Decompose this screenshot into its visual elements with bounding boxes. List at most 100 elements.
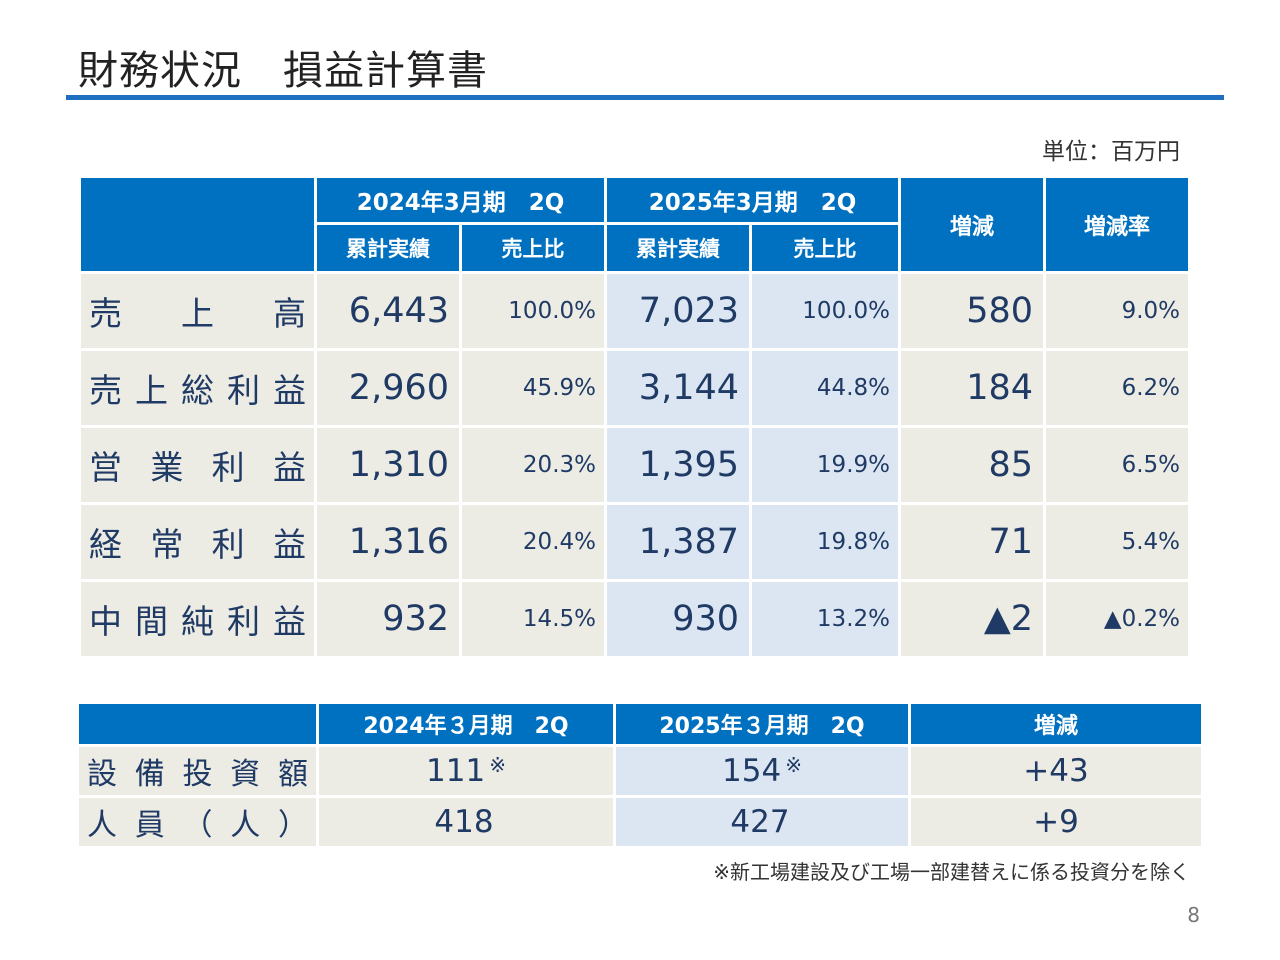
row-label-char: 人 <box>230 808 261 843</box>
prev-cumulative-value: 1,316 <box>317 505 459 579</box>
curr-cumulative-value: 930 <box>607 582 749 656</box>
row-label: 経常利益 <box>81 505 314 579</box>
change-value: 71 <box>901 505 1043 579</box>
prev-value: 418 <box>434 804 494 840</box>
curr-cumulative-value: 1,387 <box>607 505 749 579</box>
row-label-char: 益 <box>272 448 306 487</box>
row-label-char: 総 <box>181 371 214 410</box>
curr-value: 154 <box>722 753 782 789</box>
header-change-rate: 増減率 <box>1046 178 1188 271</box>
prev-sales-ratio: 14.5% <box>462 582 604 656</box>
change-value: 580 <box>901 274 1043 348</box>
prev-cumulative-value: 6,443 <box>317 274 459 348</box>
prev-cumulative-value: 1,310 <box>317 428 459 502</box>
curr-value-cell: 154 ※ <box>616 747 908 795</box>
change-rate-value: 5.4% <box>1046 505 1188 579</box>
income-statement-table: 2024年3月期 2Q 2025年3月期 2Q 増減 増減率 累計実績 売上比 … <box>78 175 1191 659</box>
sub-header-prev-period: 2024年３月期 2Q <box>319 704 613 744</box>
row-label-cell: 中間純利益 <box>81 582 314 656</box>
row-label-char: 純 <box>181 602 214 641</box>
row-label-char: 中 <box>89 602 122 641</box>
change-rate-value: 6.2% <box>1046 351 1188 425</box>
row-label-char: 額 <box>278 757 308 792</box>
change-value: ▲2 <box>901 582 1043 656</box>
prev-value: 111 <box>426 753 486 789</box>
sub-header-blank-cell <box>79 704 316 744</box>
row-label-char: 上 <box>181 294 214 333</box>
row-label: 設備投資額 <box>79 747 316 795</box>
header-curr-ratio: 売上比 <box>752 225 898 271</box>
prev-value-cell: 418 <box>319 798 613 846</box>
note-mark: ※ <box>785 753 802 777</box>
sub-header-curr-period: 2025年３月期 2Q <box>616 704 908 744</box>
curr-sales-ratio: 44.8% <box>752 351 898 425</box>
row-label-cell: 人員（人） <box>79 798 316 846</box>
row-label-char: （ <box>182 808 213 843</box>
curr-cumulative-value: 3,144 <box>607 351 749 425</box>
row-label-char: 益 <box>272 525 306 564</box>
header-blank-cell <box>81 178 314 271</box>
header-prev-period: 2024年3月期 2Q <box>317 178 604 222</box>
change-value: +43 <box>911 747 1201 795</box>
row-label-char: 営 <box>89 448 122 487</box>
change-rate-value: ▲0.2% <box>1046 582 1188 656</box>
prev-cumulative-value: 932 <box>317 582 459 656</box>
row-label-char: 利 <box>227 602 260 641</box>
row-label-char: 員 <box>134 808 165 843</box>
row-label-char: 投 <box>182 757 213 792</box>
row-label-char: 益 <box>273 371 306 410</box>
row-label-cell: 設備投資額 <box>79 747 316 795</box>
prev-value-cell: 111 ※ <box>319 747 613 795</box>
row-label-char: 利 <box>227 371 260 410</box>
note-mark: ※ <box>489 753 506 777</box>
row-label-char: 備 <box>134 757 165 792</box>
row-label-char: 常 <box>150 525 184 564</box>
curr-cumulative-value: 1,395 <box>607 428 749 502</box>
table-row: 中間純利益 932 14.5% 930 13.2% ▲2 ▲0.2% <box>81 582 1188 656</box>
page-title: 財務状況 損益計算書 <box>78 48 488 94</box>
header-prev-ratio: 売上比 <box>462 225 604 271</box>
row-label-cell: 売上高 <box>81 274 314 348</box>
row-label-cell: 営業利益 <box>81 428 314 502</box>
change-rate-value: 9.0% <box>1046 274 1188 348</box>
table-row: 営業利益 1,310 20.3% 1,395 19.9% 85 6.5% <box>81 428 1188 502</box>
table-row: 設備投資額 111 ※ 154 ※ +43 <box>79 747 1201 795</box>
row-label: 中間純利益 <box>81 582 314 656</box>
prev-sales-ratio: 100.0% <box>462 274 604 348</box>
table-row: 人員（人） 418 427 +9 <box>79 798 1201 846</box>
row-label-char: 売 <box>89 371 122 410</box>
page-number: 8 <box>1187 903 1200 927</box>
prev-sales-ratio: 20.4% <box>462 505 604 579</box>
change-value: 184 <box>901 351 1043 425</box>
change-value: +9 <box>911 798 1201 846</box>
title-underline <box>66 95 1224 100</box>
row-label-cell: 売上総利益 <box>81 351 314 425</box>
footnote: ※新工場建設及び工場一部建替えに係る投資分を除く <box>713 860 1190 884</box>
curr-sales-ratio: 100.0% <box>752 274 898 348</box>
header-curr-period: 2025年3月期 2Q <box>607 178 898 222</box>
unit-label: 単位：百万円 <box>1042 139 1180 165</box>
row-label-char: 経 <box>89 525 122 564</box>
curr-value: 427 <box>730 804 790 840</box>
row-label-cell: 経常利益 <box>81 505 314 579</box>
curr-value-cell: 427 <box>616 798 908 846</box>
table-row: 経常利益 1,316 20.4% 1,387 19.8% 71 5.4% <box>81 505 1188 579</box>
row-label-char: 設 <box>87 757 117 792</box>
row-label-char: 業 <box>150 448 184 487</box>
header-curr-cumulative: 累計実績 <box>607 225 749 271</box>
table-row: 売上総利益 2,960 45.9% 3,144 44.8% 184 6.2% <box>81 351 1188 425</box>
row-label: 売上高 <box>81 274 314 348</box>
row-label-char: ） <box>278 808 308 843</box>
row-label-char: 資 <box>230 757 261 792</box>
curr-cumulative-value: 7,023 <box>607 274 749 348</box>
curr-sales-ratio: 13.2% <box>752 582 898 656</box>
row-label-char: 売 <box>89 294 122 333</box>
change-rate-value: 6.5% <box>1046 428 1188 502</box>
header-prev-cumulative: 累計実績 <box>317 225 459 271</box>
prev-sales-ratio: 20.3% <box>462 428 604 502</box>
curr-sales-ratio: 19.9% <box>752 428 898 502</box>
row-label-char: 人 <box>87 808 117 843</box>
row-label: 人員（人） <box>79 798 316 846</box>
row-label-char: 利 <box>211 448 245 487</box>
row-label-char: 益 <box>273 602 306 641</box>
